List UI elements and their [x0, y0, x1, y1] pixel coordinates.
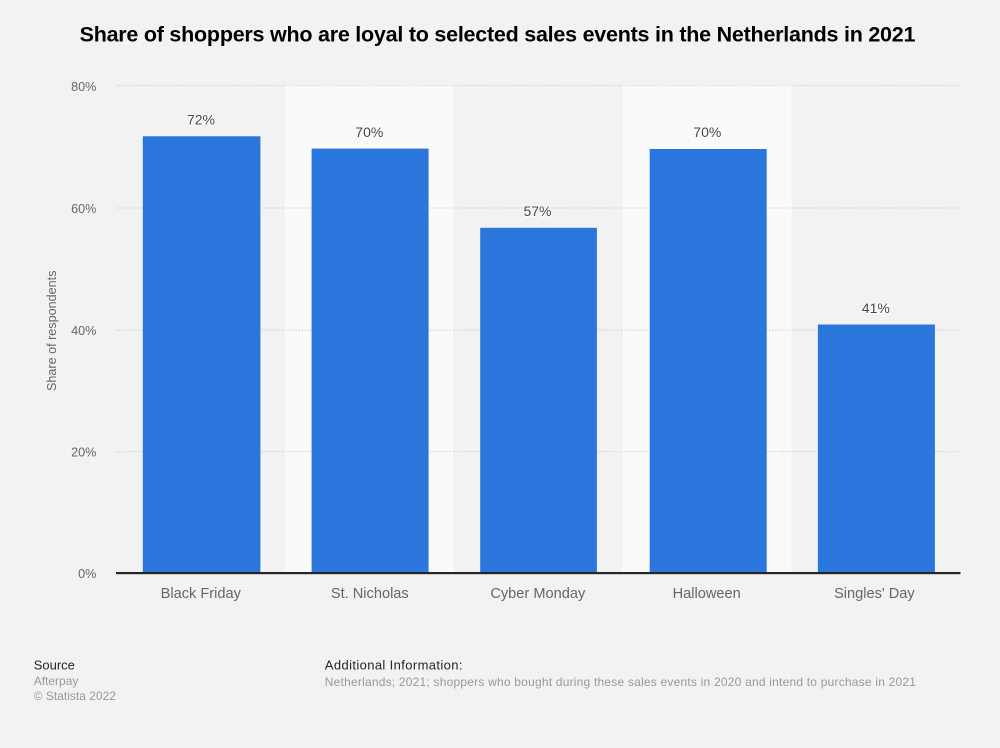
svg-text:60%: 60%: [71, 202, 96, 216]
svg-text:Netherlands; 2021; shoppers wh: Netherlands; 2021; shoppers who bought d…: [325, 675, 916, 689]
svg-text:Source: Source: [34, 657, 75, 672]
svg-text:Black Friday: Black Friday: [161, 586, 242, 602]
svg-text:20%: 20%: [71, 446, 96, 460]
svg-text:Singles' Day: Singles' Day: [834, 586, 915, 602]
svg-text:70%: 70%: [355, 124, 383, 140]
svg-text:0%: 0%: [78, 567, 96, 581]
svg-text:41%: 41%: [862, 300, 890, 316]
svg-text:Halloween: Halloween: [673, 586, 741, 602]
svg-text:Share of shoppers who are loya: Share of shoppers who are loyal to selec…: [80, 23, 916, 47]
svg-text:Afterpay: Afterpay: [34, 674, 79, 688]
svg-text:40%: 40%: [71, 324, 96, 338]
svg-text:© Statista 2022: © Statista 2022: [34, 689, 117, 703]
svg-text:72%: 72%: [187, 112, 215, 128]
svg-text:Cyber Monday: Cyber Monday: [490, 586, 586, 602]
svg-text:70%: 70%: [693, 124, 721, 140]
svg-text:57%: 57%: [523, 203, 551, 219]
svg-text:Share of respondents: Share of respondents: [45, 271, 59, 391]
svg-text:St. Nicholas: St. Nicholas: [331, 586, 409, 602]
svg-text:80%: 80%: [71, 80, 96, 94]
svg-text:Additional Information:: Additional Information:: [325, 657, 463, 672]
